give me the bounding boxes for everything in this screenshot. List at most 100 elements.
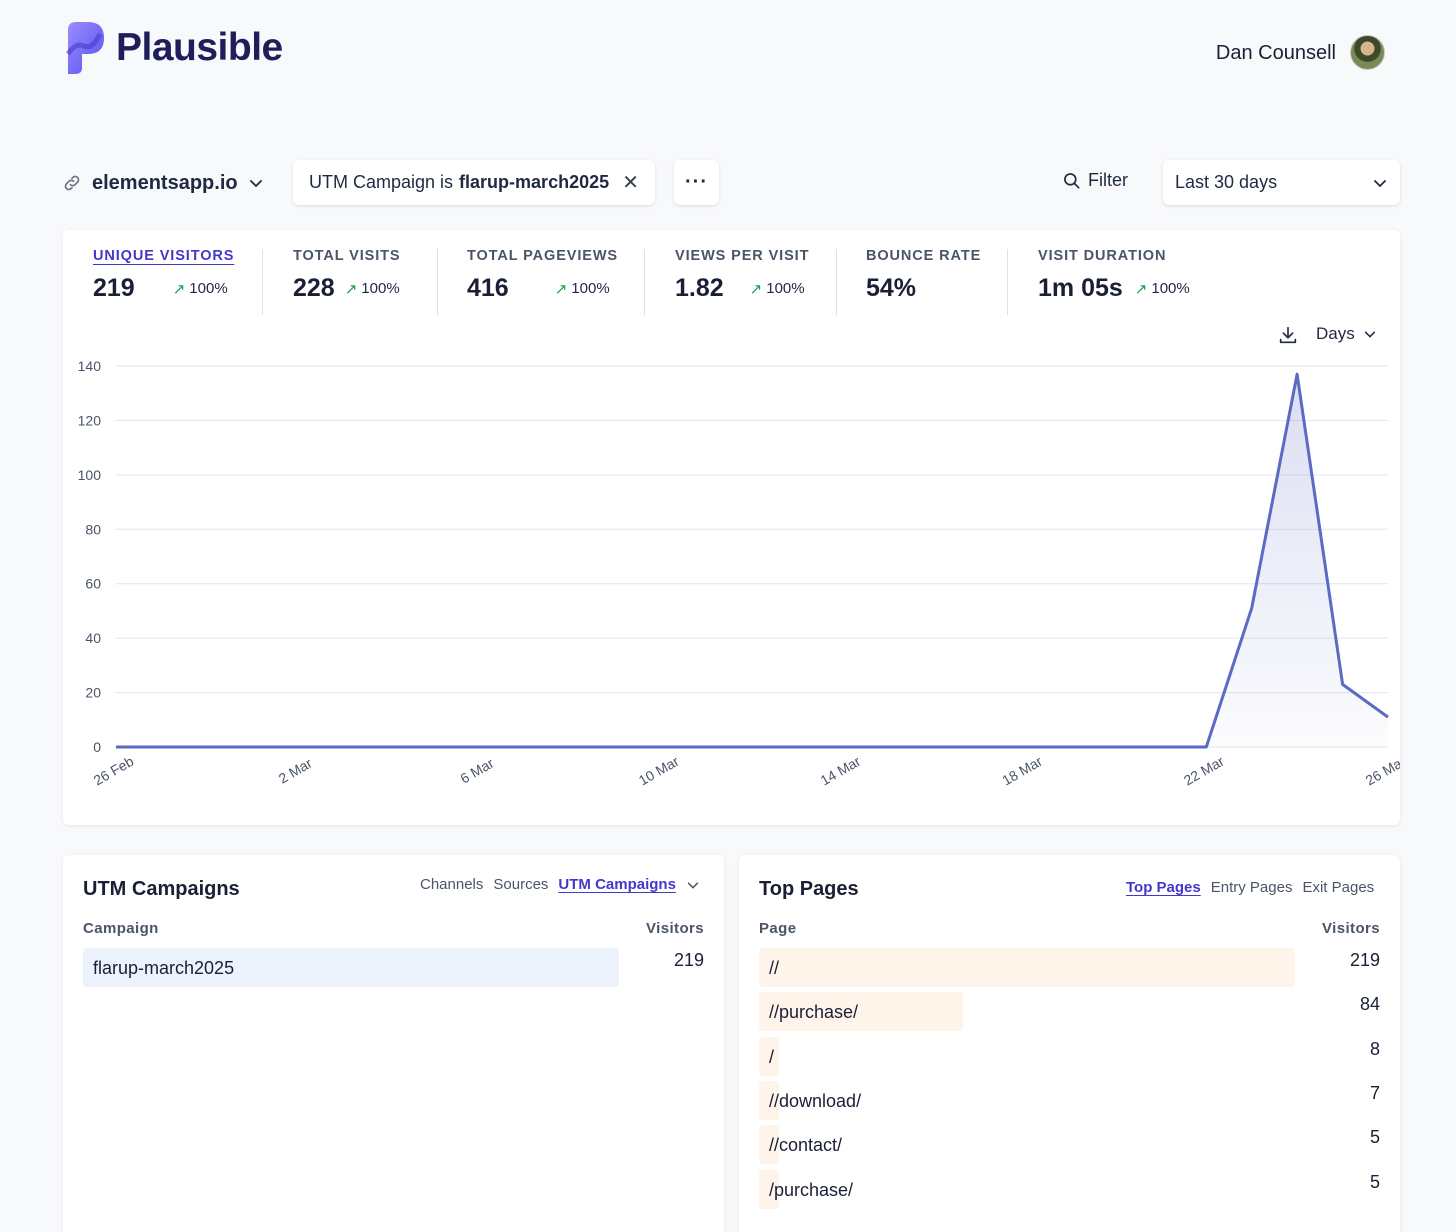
x-tick-label: 14 Mar [817, 753, 863, 789]
chevron-down-icon[interactable] [686, 878, 700, 892]
pages-card-title: Top Pages [759, 878, 859, 900]
data-point[interactable] [383, 741, 395, 753]
data-point[interactable] [428, 741, 440, 753]
y-tick-label: 100 [78, 467, 102, 483]
period-select[interactable]: Last 30 days [1163, 160, 1400, 205]
metric-views-per-visit[interactable]: VIEWS PER VISIT 1.82 ↗ 100% [675, 248, 809, 303]
page-row-label[interactable]: //contact/ [769, 1135, 843, 1156]
data-point[interactable] [791, 741, 803, 753]
data-point[interactable] [155, 741, 167, 753]
metric-total-visits[interactable]: TOTAL VISITS 228 ↗ 100% [293, 248, 400, 303]
row-bar [759, 1080, 779, 1120]
data-point[interactable] [519, 741, 531, 753]
arrow-up-right-icon: ↗ [554, 280, 568, 298]
data-point[interactable] [882, 741, 894, 753]
chart-line [116, 372, 1389, 749]
visitors-chart[interactable]: 0 20 40 60 80 100 120 140 26 Feb 2 Mar 6 Mar 10 Ma… [63, 350, 1400, 820]
metric-total-pageviews[interactable]: TOTAL PAGEVIEWS 416 ↗ 100% [467, 248, 618, 303]
y-tick-label: 60 [85, 576, 101, 592]
data-point[interactable] [1200, 741, 1212, 753]
page-row-label[interactable]: /purchase/ [769, 1179, 854, 1200]
data-point[interactable] [1064, 741, 1076, 753]
row-visitors-value: 84 [1359, 994, 1380, 1015]
arrow-up-right-icon: ↗ [344, 280, 358, 298]
page-row-label[interactable]: //purchase/ [769, 1002, 859, 1023]
x-tick-label: 26 Mar [1363, 753, 1400, 789]
x-tick-label: 2 Mar [276, 755, 315, 787]
data-point[interactable] [1155, 741, 1167, 753]
row-visitors-value: 5 [1369, 1127, 1380, 1148]
row-visitors-value: 5 [1369, 1171, 1380, 1192]
download-icon[interactable] [1277, 324, 1299, 346]
divider [836, 249, 837, 315]
tab-sources[interactable]: Sources [493, 876, 549, 893]
data-point[interactable] [837, 741, 849, 753]
metric-bounce-rate[interactable]: BOUNCE RATE 54% [866, 248, 981, 303]
data-point[interactable] [655, 741, 667, 753]
x-tick-label: 22 Mar [1181, 753, 1227, 789]
data-point[interactable] [110, 741, 122, 753]
metric-visit-duration[interactable]: VISIT DURATION 1m 05s ↗ 100% [1038, 248, 1190, 303]
data-point[interactable] [1382, 711, 1394, 723]
data-point[interactable] [973, 741, 985, 753]
filter-prefix: UTM Campaign is [309, 172, 454, 192]
chevron-down-icon [249, 180, 262, 188]
metric-change: ↗ 100% [344, 280, 400, 298]
close-icon[interactable]: ✕ [622, 172, 639, 194]
search-icon [1064, 172, 1080, 188]
avatar[interactable] [1350, 35, 1385, 70]
metric-unique-visitors[interactable]: UNIQUE VISITORS 219 ↗ 100% [93, 248, 234, 303]
data-point[interactable] [337, 741, 349, 753]
tab-exit-pages[interactable]: Exit Pages [1302, 879, 1375, 896]
data-point[interactable] [246, 741, 258, 753]
data-point[interactable] [201, 741, 213, 753]
x-tick-label: 26 Feb [91, 753, 137, 789]
metric-label: BOUNCE RATE [866, 248, 982, 264]
metric-change: ↗ 100% [172, 280, 228, 298]
tab-utm-campaigns[interactable]: UTM Campaigns [558, 876, 676, 893]
data-point[interactable] [746, 741, 758, 753]
data-point[interactable] [1246, 602, 1258, 614]
user-name[interactable]: Dan Counsell [1215, 42, 1336, 64]
data-point[interactable] [928, 741, 940, 753]
campaign-row-label[interactable]: flarup-march2025 [93, 958, 235, 978]
divider [644, 249, 645, 315]
page-row-label[interactable]: // [769, 958, 780, 978]
metric-change: ↗ 100% [554, 280, 610, 298]
x-tick-label: 6 Mar [457, 755, 496, 787]
data-point[interactable] [1291, 368, 1303, 380]
chevron-down-icon [1374, 179, 1386, 187]
data-point[interactable] [1019, 741, 1031, 753]
interval-picker[interactable]: Days [1316, 324, 1377, 344]
data-point[interactable] [292, 741, 304, 753]
data-point[interactable] [610, 741, 622, 753]
row-bar [759, 1036, 779, 1076]
metric-value: 219 [93, 274, 135, 302]
interval-label: Days [1316, 324, 1355, 343]
data-point[interactable] [1337, 678, 1349, 690]
row-visitors-value: 219 [673, 950, 704, 970]
filter-button[interactable]: Filter [1062, 170, 1128, 191]
metric-value: 416 [467, 274, 509, 302]
page-row-label[interactable]: / [769, 1046, 775, 1067]
data-point[interactable] [564, 741, 576, 753]
data-point[interactable] [701, 741, 713, 753]
tab-top-pages[interactable]: Top Pages [1126, 879, 1201, 896]
data-point[interactable] [1109, 741, 1121, 753]
y-tick-label: 120 [78, 412, 102, 428]
site-picker[interactable]: elementsapp.io [62, 168, 264, 198]
row-bar [759, 992, 963, 1032]
divider [262, 249, 263, 315]
metric-change: ↗ 100% [749, 280, 805, 298]
chart-area [116, 374, 1388, 747]
y-tick-label: 20 [85, 685, 101, 701]
y-tick-label: 140 [78, 358, 102, 374]
more-options-button[interactable]: ··· [674, 160, 719, 205]
tab-channels[interactable]: Channels [420, 876, 484, 893]
active-filter-pill[interactable]: UTM Campaign is flarup-march2025 ✕ [293, 160, 655, 205]
filter-value: flarup-march2025 [459, 172, 610, 192]
page-row-label[interactable]: //download/ [769, 1090, 862, 1111]
tab-entry-pages[interactable]: Entry Pages [1210, 879, 1293, 896]
utm-card-title: UTM Campaigns [83, 878, 240, 900]
data-point[interactable] [473, 741, 485, 753]
